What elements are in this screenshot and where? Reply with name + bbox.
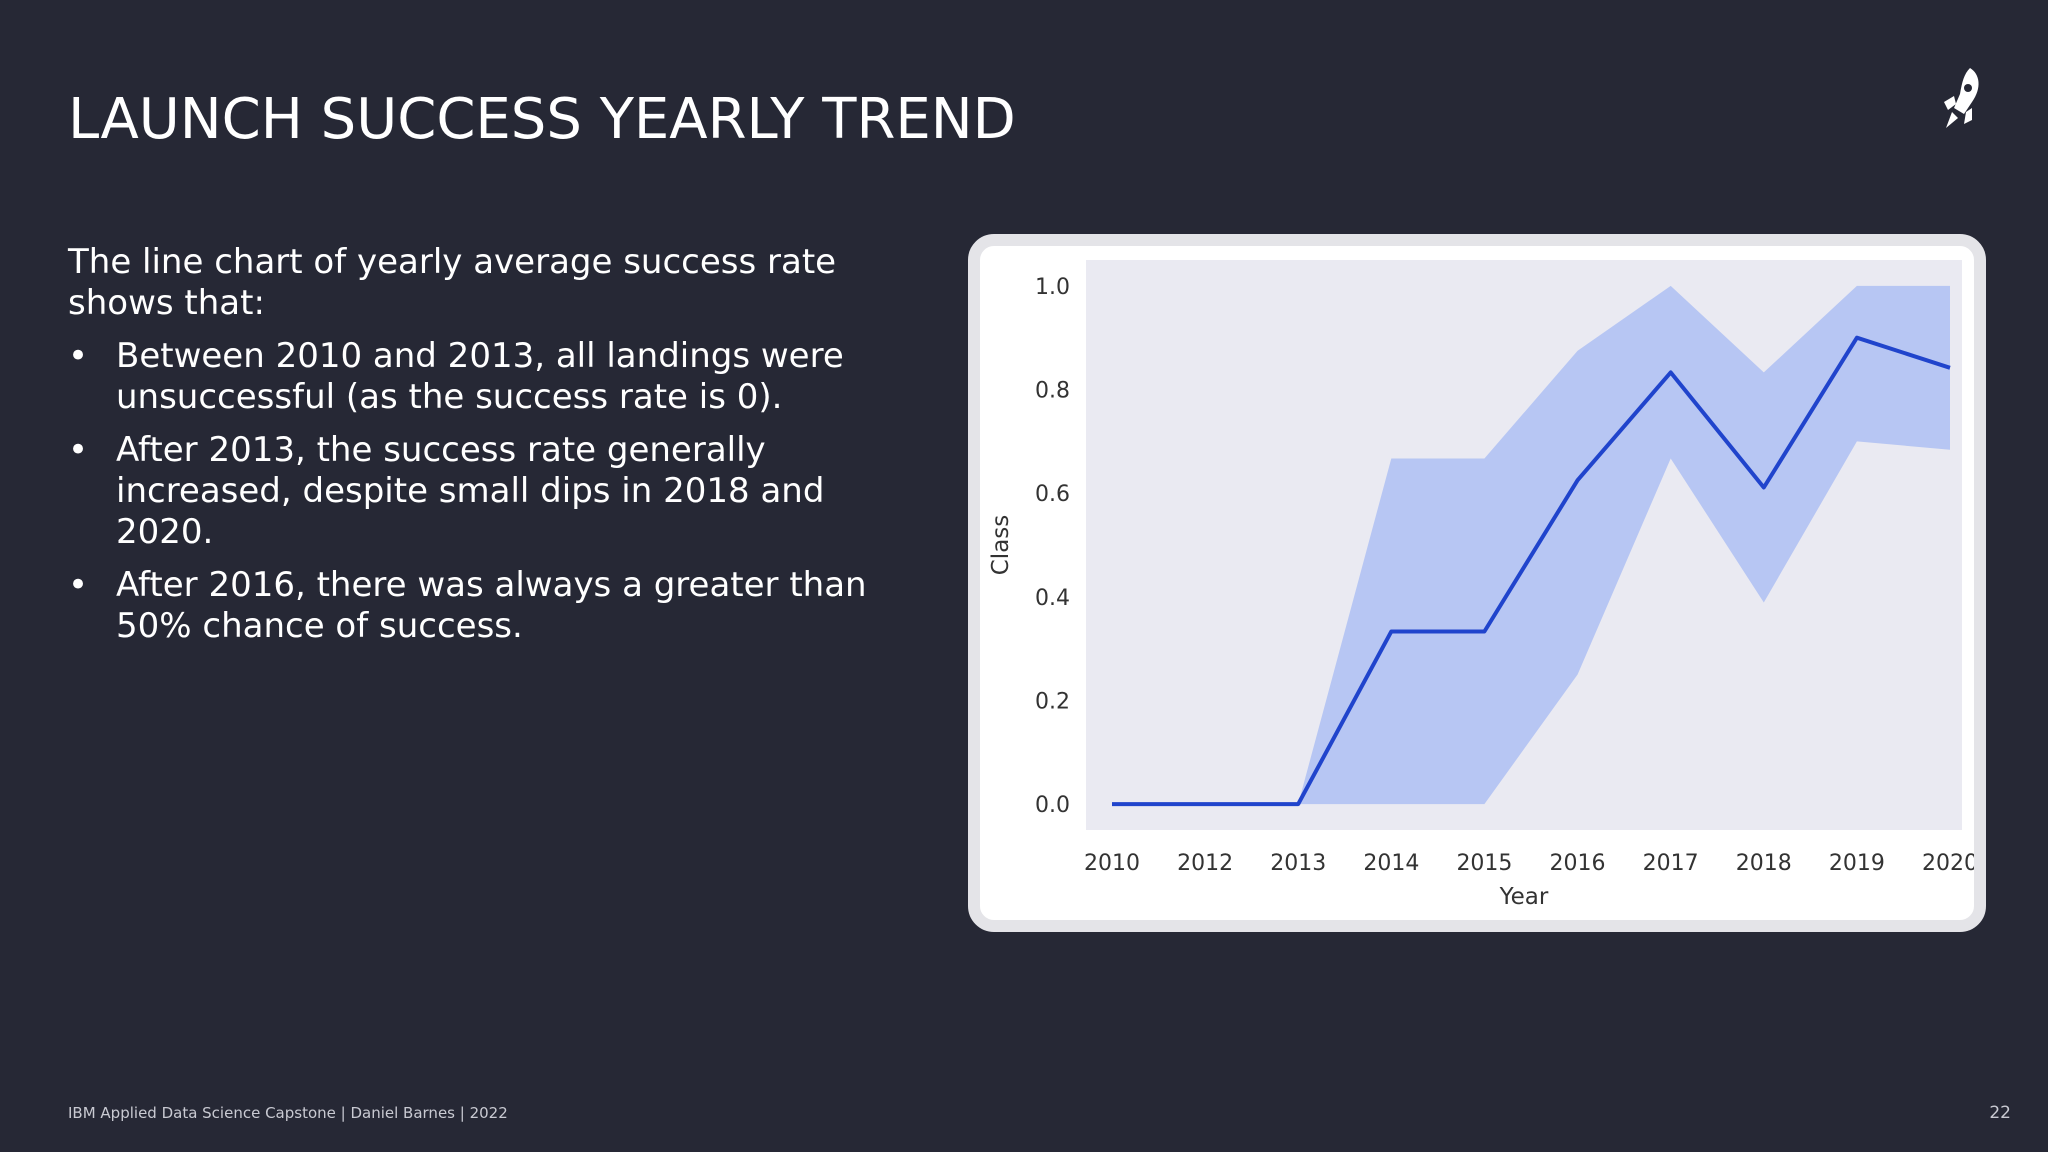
x-tick-label: 2018 — [1736, 851, 1792, 876]
bullet-item: • After 2016, there was always a greater … — [68, 565, 908, 647]
bullet-glyph: • — [68, 565, 89, 605]
x-tick-label: 2010 — [1084, 851, 1140, 876]
x-tick-label: 2013 — [1270, 851, 1326, 876]
bullet-item: • Between 2010 and 2013, all landings wer… — [68, 336, 908, 418]
y-tick-label: 0.8 — [1035, 379, 1070, 404]
bullet-list: • Between 2010 and 2013, all landings wer… — [68, 336, 908, 647]
bullet-text: After 2016, there was always a greater t… — [116, 565, 867, 646]
line-chart: 2010 2012 2013 2014 2015 2016 2017 2018 2019 2020… — [988, 260, 1974, 910]
bullet-glyph: • — [68, 336, 89, 376]
intro-text: The line chart of yearly average success… — [68, 242, 837, 323]
bullet-text: After 2013, the success rate generally i… — [116, 430, 825, 552]
x-tick-label: 2014 — [1363, 851, 1419, 876]
series-line — [1112, 335, 1951, 807]
y-tick-labels: 0.0 0.2 0.4 0.6 0.8 1.0 — [1035, 275, 1070, 818]
footer-text: IBM Applied Data Science Capstone | Dani… — [68, 1104, 508, 1122]
y-tick-label: 0.6 — [1035, 482, 1070, 507]
x-axis-label: Year — [1499, 884, 1549, 910]
chart-card: 2010 2012 2013 2014 2015 2016 2017 2018 2019 2020… — [968, 234, 1986, 932]
x-tick-label: 2012 — [1177, 851, 1233, 876]
y-tick-label: 0.2 — [1035, 689, 1070, 714]
y-tick-label: 0.0 — [1035, 793, 1070, 818]
bullet-glyph: • — [68, 430, 89, 470]
x-tick-label: 2016 — [1550, 851, 1606, 876]
page-number: 22 — [1989, 1103, 2011, 1123]
x-tick-label: 2015 — [1456, 851, 1512, 876]
y-axis-label: Class — [988, 515, 1014, 576]
x-tick-label: 2019 — [1829, 851, 1885, 876]
bullet-text: Between 2010 and 2013, all landings were… — [116, 336, 844, 417]
bullet-item: • After 2013, the success rate generally … — [68, 430, 908, 553]
rocket-icon — [1944, 68, 1979, 128]
x-tick-labels: 2010 2012 2013 2014 2015 2016 2017 2018 2019 2020 — [1084, 851, 1974, 876]
x-tick-label: 2017 — [1643, 851, 1699, 876]
x-tick-label: 2020 — [1922, 851, 1974, 876]
y-tick-label: 1.0 — [1035, 275, 1070, 300]
slide-body: The line chart of yearly average success… — [68, 242, 908, 659]
y-tick-label: 0.4 — [1035, 586, 1070, 611]
slide-title: LAUNCH SUCCESS YEARLY TREND — [68, 87, 1016, 152]
confidence-band — [1112, 285, 1950, 805]
